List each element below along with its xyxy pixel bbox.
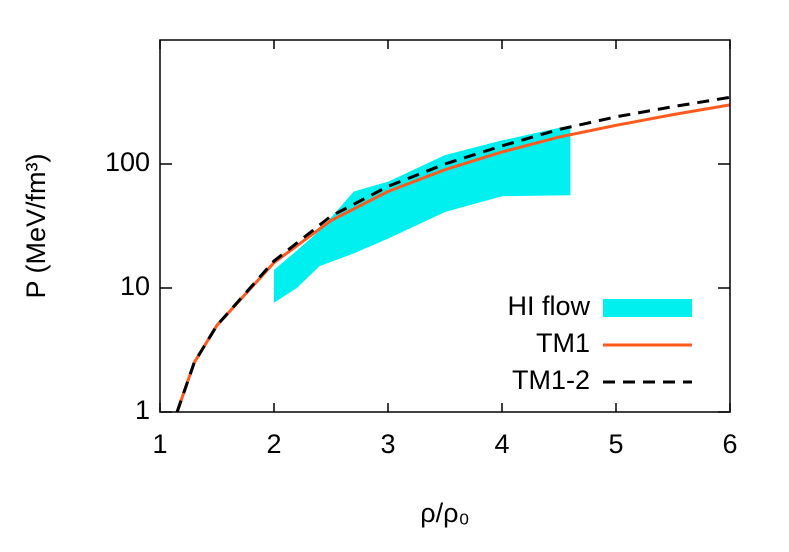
x-tick-label: 4 — [494, 429, 509, 459]
y-tick-label: 10 — [120, 271, 150, 301]
x-tick-label: 6 — [722, 429, 737, 459]
legend-swatch — [603, 299, 692, 317]
line — [175, 103, 730, 412]
plot-frame — [159, 39, 731, 413]
legend-label: TM1 — [536, 328, 590, 358]
band-area — [274, 125, 571, 303]
y-tick-label: 1 — [135, 395, 150, 425]
x-tick-label: 2 — [266, 429, 281, 459]
legend-label: TM1-2 — [512, 365, 590, 395]
x-tick-label: 1 — [152, 429, 167, 459]
x-axis-label: ρ/ρ₀ — [420, 498, 469, 528]
x-tick-label: 5 — [608, 429, 623, 459]
legend-label: HI flow — [507, 291, 590, 321]
line — [175, 95, 730, 412]
y-tick-label: 100 — [105, 147, 150, 177]
y-axis-label: P (MeV/fm³) — [21, 153, 51, 298]
x-tick-label: 3 — [380, 429, 395, 459]
